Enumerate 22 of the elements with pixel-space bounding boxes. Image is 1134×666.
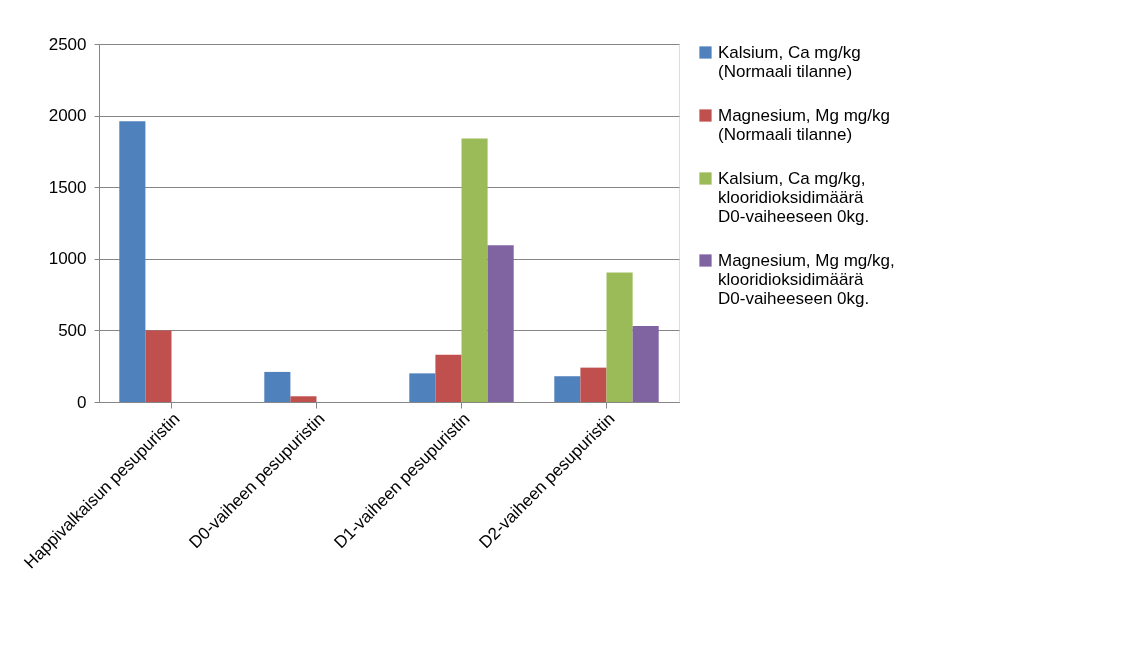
legend-label: Kalsium, Ca mg/kg (Normaali tilanne): [718, 42, 861, 81]
legend-label: Magnesium, Mg mg/kg (Normaali tilanne): [718, 105, 890, 144]
bar: [145, 330, 172, 402]
bar: [606, 272, 633, 402]
y-tick-label: 0: [77, 392, 87, 412]
bar: [580, 367, 607, 402]
y-tick-label: 2000: [48, 106, 87, 126]
bar: [487, 245, 514, 402]
legend-label: Magnesium, Mg mg/kg, klooridioksidimäärä D0-vaiheeseen 0kg.: [718, 250, 895, 308]
bar: [264, 371, 291, 402]
y-tick-label: 500: [58, 320, 87, 340]
y-tick-label: 1000: [48, 249, 87, 269]
bar: [461, 138, 488, 402]
legend-label: Kalsium, Ca mg/kg, klooridioksidimäärä D0-vaiheeseen 0kg.: [718, 168, 870, 226]
y-tick-label: 1500: [48, 177, 87, 197]
bar: [554, 376, 581, 402]
bar: [409, 373, 436, 402]
bar: [119, 121, 146, 402]
y-tick-label: 2500: [48, 34, 87, 54]
bar: [632, 326, 659, 402]
bar: [435, 354, 462, 402]
bar: [290, 396, 317, 402]
